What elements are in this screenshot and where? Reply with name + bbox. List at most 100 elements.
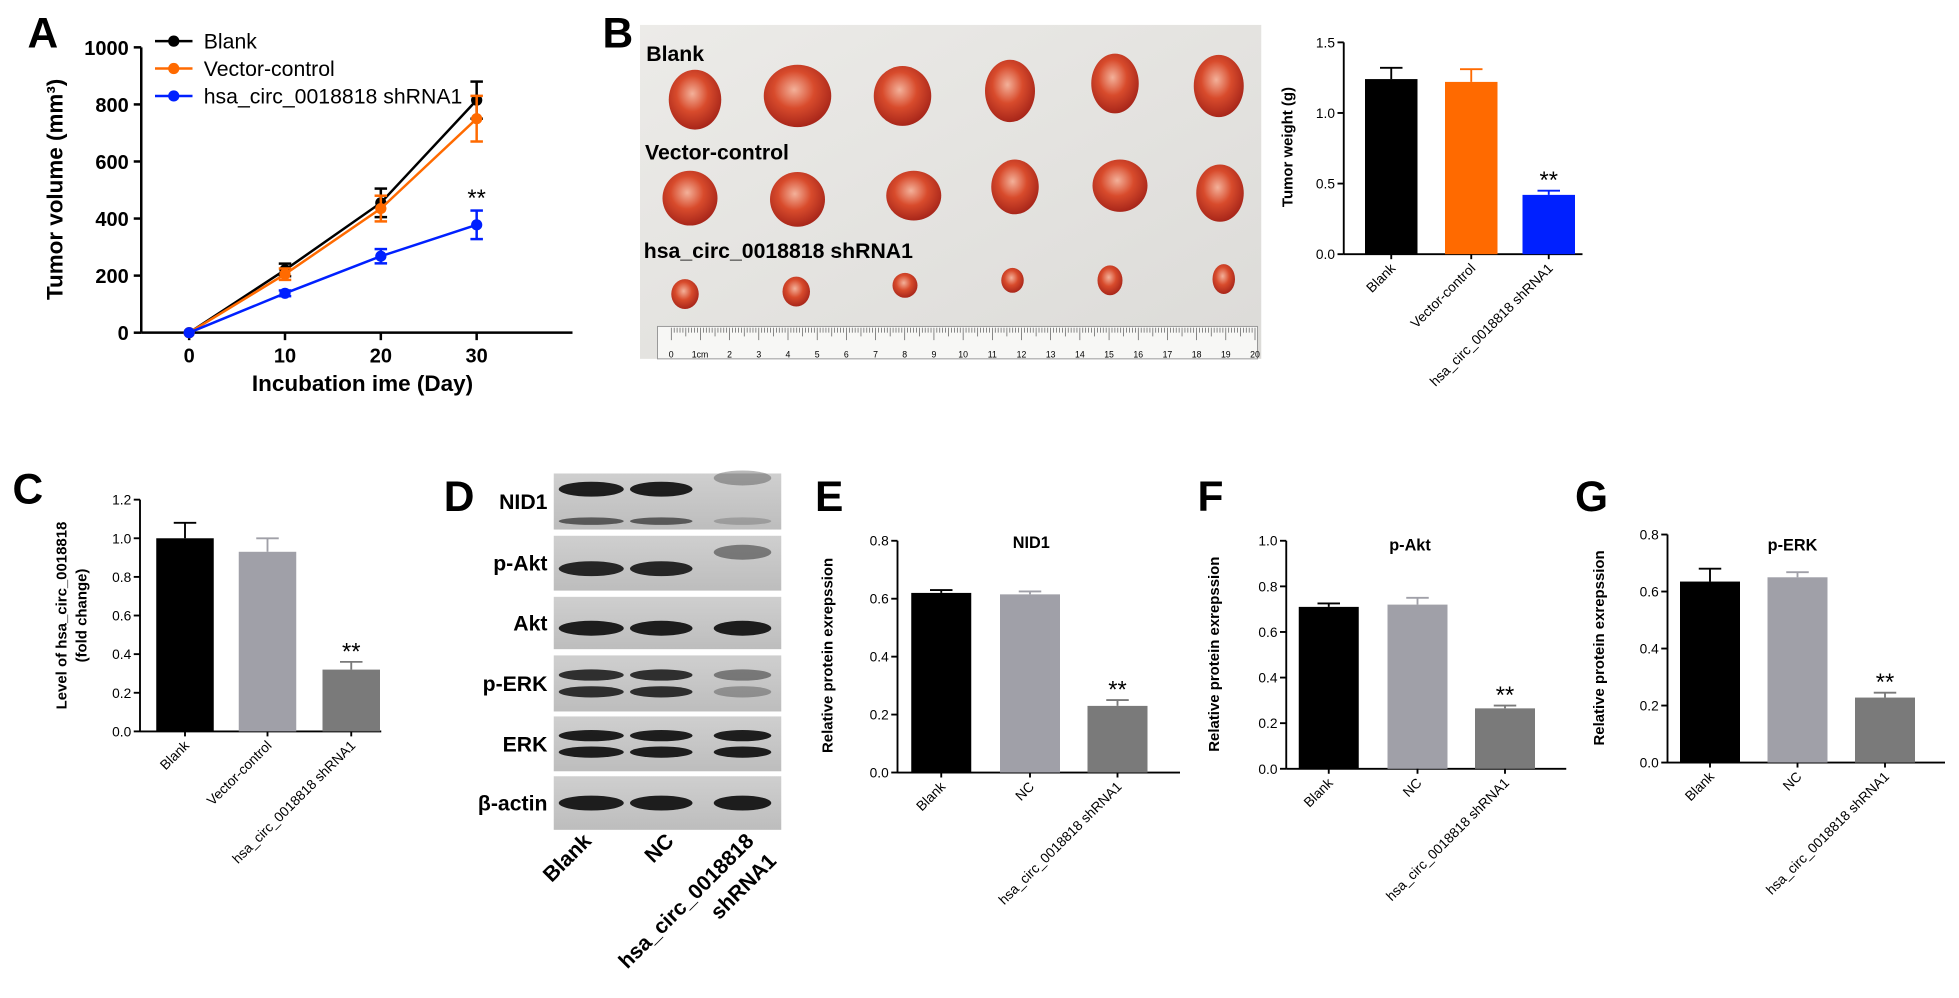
ruler-number: 14: [1075, 350, 1085, 360]
chart-xtick-label: hsa_circ_0018818 shRNA1: [1763, 769, 1892, 898]
blot-band: [630, 746, 693, 758]
chart-bar: [1445, 81, 1498, 255]
blot-row-label: NID1: [499, 491, 548, 514]
chart-bar: [1522, 194, 1575, 255]
chart-ytick-label: 0.2: [112, 686, 131, 701]
chart-ytick-label: 1.0: [1258, 534, 1277, 549]
blot-row-label: β-actin: [478, 793, 548, 816]
chart-a-series-line: [188, 99, 478, 334]
chart-ytick-label: 0.4: [1258, 671, 1277, 686]
blot-band: [713, 669, 772, 681]
blot-band: [630, 620, 693, 636]
blot-band: [558, 795, 624, 811]
blot-band: [713, 730, 772, 742]
blot-row-label: Akt: [513, 613, 547, 636]
ruler-number: 11: [988, 350, 997, 360]
blot-band: [713, 544, 772, 560]
tumor-shrna-2: [782, 276, 810, 307]
chart-xtick-label: Blank: [913, 779, 948, 814]
ruler-number: 13: [1046, 350, 1056, 360]
ruler-number: 17: [1163, 350, 1173, 360]
chart-ytick-label: 0.4: [1640, 642, 1659, 657]
chart-a-data-point: [471, 113, 483, 125]
blot-band: [630, 795, 693, 811]
tumor-shrna-3: [892, 272, 918, 298]
blot-band: [630, 561, 693, 577]
blot-row-label: p-ERK: [483, 673, 549, 696]
ruler-number: 16: [1133, 350, 1143, 360]
chart-bar: [1000, 594, 1060, 773]
blot-strip: [553, 716, 782, 772]
chart-a-data-point: [279, 287, 291, 299]
chart-ytick-label: 0.6: [870, 592, 889, 607]
chart-f-ylabel: Relative protein exrepssion: [1206, 557, 1223, 752]
panel-label-c: C: [13, 465, 44, 512]
chart-a-ytick-label: 800: [95, 95, 128, 117]
chart-ytick-label: 0.2: [1258, 716, 1277, 731]
chart-bar: [1365, 79, 1418, 255]
tumor-vector-3: [886, 170, 942, 221]
blot-row-label: p-Akt: [493, 553, 547, 576]
ruler-number: 2: [727, 350, 732, 360]
blot-band: [713, 746, 772, 758]
tumor-blank-4: [985, 59, 1035, 123]
chart-xtick-label: hsa_circ_0018818 shRNA1: [996, 779, 1125, 908]
circ-level-bar-chart: Level of hsa_circ_0018818 (fold change) …: [53, 493, 382, 866]
ruler-number: 4: [786, 350, 791, 360]
chart-xtick-label: Blank: [1682, 769, 1717, 804]
ruler-number: 15: [1104, 350, 1114, 360]
chart-a-legend-label: hsa_circ_0018818 shRNA1: [204, 85, 463, 108]
ruler-ticks: 0 2 3 4 5 6 7 8 9 10 11 12 13 14 15 16 17 18 19 20: [669, 327, 1260, 360]
chart-bar: [911, 592, 972, 773]
blot-lane-label: NC: [641, 830, 679, 868]
ruler-number: 8: [902, 350, 907, 360]
photo-row-label-blank: Blank: [646, 43, 704, 66]
chart-xtick-label: hsa_circ_0018818 shRNA1: [1383, 775, 1512, 904]
blot-band: [713, 620, 772, 636]
chart-xtick-label: Vector-control: [204, 738, 275, 808]
tumor-shrna-4: [1001, 267, 1024, 293]
chart-ytick-label: 0.2: [1640, 699, 1659, 714]
chart-e-ylabel: Relative protein exrepssion: [819, 558, 836, 753]
panel-label-e: E: [815, 473, 843, 520]
tumor-blank-6: [1193, 54, 1244, 118]
tumor-shrna-5: [1097, 265, 1123, 296]
tumor-vector-6: [1196, 164, 1244, 222]
blot-band: [558, 561, 624, 577]
chart-ytick-label: 0.8: [870, 534, 889, 549]
chart-ytick-label: 0.0: [870, 766, 889, 781]
chart-ytick-label: 0.6: [1258, 625, 1277, 640]
chart-bar: [1387, 604, 1448, 769]
ruler-number: 3: [756, 350, 761, 360]
chart-g-title: p-ERK: [1768, 537, 1818, 555]
chart-significance: **: [1496, 683, 1514, 709]
chart-a-legend-marker: [168, 90, 180, 102]
panel-label-g: G: [1575, 473, 1608, 520]
tumor-vector-4: [991, 159, 1039, 215]
chart-a-xtick-label: 30: [466, 346, 488, 368]
chart-ytick-label: 0.6: [112, 609, 131, 624]
chart-xtick-label: NC: [1400, 775, 1425, 800]
chart-xtick-label: Blank: [1363, 261, 1398, 296]
ruler-number: 6: [844, 350, 849, 360]
chart-bar: [1475, 708, 1535, 769]
blot-band: [558, 517, 624, 525]
chart-a-data-point: [375, 202, 387, 215]
blot-band: [630, 686, 693, 698]
tumor-blank-1: [668, 69, 722, 130]
blot-band: [713, 686, 772, 698]
chart-bar: [1087, 705, 1148, 773]
chart-xtick-label: NC: [1012, 779, 1037, 804]
tumor-blank-5: [1091, 53, 1139, 114]
ruler-number: 18: [1192, 350, 1202, 360]
panel-label-f: F: [1197, 473, 1223, 520]
blot-band: [558, 686, 624, 698]
tumor-weight-bar-chart: Tumor weight (g) 0.0 0.5 1.0 1.5 Blank Vector…: [1279, 35, 1583, 389]
chart-ytick-label: 1.2: [112, 493, 131, 508]
chart-a-legend-label: Blank: [204, 31, 258, 54]
ruler-number: 19: [1221, 350, 1231, 360]
tumor-vector-2: [770, 171, 825, 227]
chart-bar: [238, 551, 297, 732]
